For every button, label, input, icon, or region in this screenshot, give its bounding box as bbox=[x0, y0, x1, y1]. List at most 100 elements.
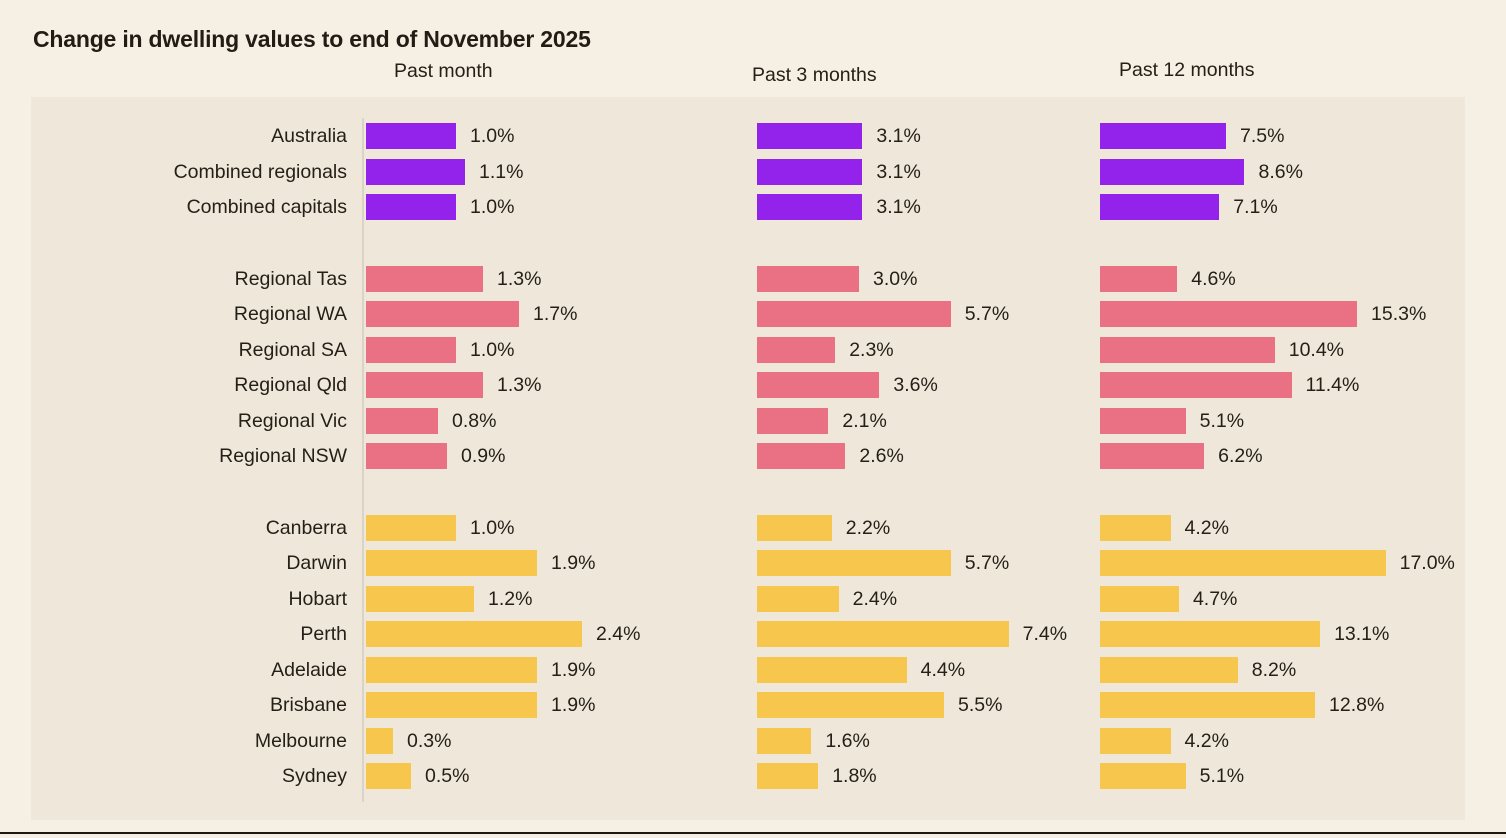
page-bottom-rule bbox=[0, 832, 1506, 834]
bar-past-12-months-darwin bbox=[1100, 550, 1386, 576]
value-label-past-3-months-combined-regionals: 3.1% bbox=[876, 160, 921, 183]
bar-past-month-regional-tas bbox=[366, 265, 483, 292]
value-label-past-month-regional-nsw: 0.9% bbox=[461, 445, 506, 467]
bar-past-3-months-regional-qld bbox=[757, 372, 880, 398]
value-label-past-month-regional-wa: 1.7% bbox=[533, 303, 578, 325]
bar-past-12-months-regional-wa bbox=[1100, 301, 1358, 327]
bar-past-month-darwin bbox=[366, 550, 537, 576]
value-label-past-3-months-combined-capitals: 3.1% bbox=[876, 196, 921, 218]
bar-past-3-months-regional-wa bbox=[757, 301, 951, 327]
value-label-past-12-months-regional-sa: 10.4% bbox=[1288, 338, 1345, 361]
category-label-regional-nsw: Regional NSW bbox=[219, 445, 347, 467]
bar-past-12-months-regional-vic bbox=[1100, 407, 1186, 434]
value-label-past-month-adelaide: 1.9% bbox=[551, 658, 596, 681]
bar-past-12-months-melbourne bbox=[1100, 727, 1171, 754]
value-label-past-12-months-canberra: 4.2% bbox=[1184, 516, 1229, 539]
bar-past-3-months-australia bbox=[757, 123, 863, 149]
value-label-past-3-months-regional-tas: 3.0% bbox=[873, 267, 918, 290]
bar-past-12-months-adelaide bbox=[1100, 656, 1238, 683]
bar-past-month-regional-sa bbox=[366, 336, 456, 363]
value-label-past-month-australia: 1.0% bbox=[470, 125, 515, 147]
bar-past-month-brisbane bbox=[366, 692, 537, 718]
value-label-past-3-months-regional-qld: 3.6% bbox=[893, 374, 938, 396]
bar-past-12-months-regional-tas bbox=[1100, 265, 1178, 292]
value-label-past-12-months-adelaide: 8.2% bbox=[1251, 658, 1297, 681]
bar-past-12-months-sydney bbox=[1100, 763, 1186, 789]
value-label-past-12-months-regional-nsw: 6.2% bbox=[1218, 445, 1263, 467]
value-label-past-12-months-melbourne: 4.2% bbox=[1184, 729, 1229, 752]
value-label-past-12-months-regional-tas: 4.6% bbox=[1191, 267, 1236, 290]
category-label-canberra: Canberra bbox=[265, 516, 347, 539]
bar-past-3-months-combined-capitals bbox=[757, 194, 863, 220]
bar-past-12-months-perth bbox=[1100, 621, 1321, 647]
value-label-past-month-melbourne: 0.3% bbox=[407, 729, 452, 752]
value-label-past-12-months-regional-vic: 5.1% bbox=[1199, 409, 1245, 432]
bar-past-3-months-hobart bbox=[757, 585, 839, 612]
value-label-past-12-months-combined-regionals: 8.6% bbox=[1258, 160, 1303, 183]
value-label-past-3-months-darwin: 5.7% bbox=[964, 552, 1010, 574]
bar-past-month-regional-qld bbox=[366, 372, 483, 398]
value-label-past-3-months-regional-wa: 5.7% bbox=[964, 303, 1010, 325]
bar-past-3-months-brisbane bbox=[757, 692, 944, 718]
value-label-past-month-regional-sa: 1.0% bbox=[470, 338, 515, 361]
value-label-past-3-months-adelaide: 4.4% bbox=[920, 658, 966, 681]
category-label-perth: Perth bbox=[300, 623, 347, 645]
bar-past-month-sydney bbox=[366, 763, 411, 789]
value-label-past-3-months-hobart: 2.4% bbox=[852, 587, 898, 610]
bar-past-3-months-adelaide bbox=[757, 656, 907, 683]
bar-past-3-months-sydney bbox=[757, 763, 819, 789]
bar-past-12-months-combined-capitals bbox=[1100, 194, 1220, 220]
column-header-past-3-months: Past 3 months bbox=[752, 64, 877, 86]
bar-past-3-months-regional-tas bbox=[757, 265, 859, 292]
bar-past-12-months-regional-qld bbox=[1100, 372, 1292, 398]
column-header-past-12-months: Past 12 months bbox=[1119, 59, 1255, 81]
bar-past-12-months-canberra bbox=[1100, 514, 1171, 541]
category-label-regional-qld: Regional Qld bbox=[234, 374, 347, 396]
bar-past-3-months-combined-regionals bbox=[757, 158, 863, 185]
category-label-sydney: Sydney bbox=[281, 765, 347, 787]
value-label-past-month-combined-regionals: 1.1% bbox=[479, 160, 524, 183]
bar-past-month-perth bbox=[366, 621, 582, 647]
bar-past-month-australia bbox=[366, 123, 456, 149]
value-label-past-month-perth: 2.4% bbox=[596, 623, 641, 645]
bar-past-month-adelaide bbox=[366, 656, 537, 683]
value-label-past-3-months-perth: 7.4% bbox=[1022, 623, 1068, 645]
category-label-regional-wa: Regional WA bbox=[233, 303, 347, 325]
value-label-past-12-months-australia: 7.5% bbox=[1240, 125, 1285, 147]
bar-past-month-melbourne bbox=[366, 727, 393, 754]
bar-past-12-months-regional-sa bbox=[1100, 336, 1275, 363]
value-label-past-3-months-melbourne: 1.6% bbox=[825, 729, 870, 752]
bar-past-12-months-regional-nsw bbox=[1100, 443, 1205, 469]
value-label-past-month-brisbane: 1.9% bbox=[551, 694, 596, 716]
value-label-past-month-darwin: 1.9% bbox=[551, 552, 596, 574]
value-label-past-month-hobart: 1.2% bbox=[488, 587, 533, 610]
bar-past-3-months-canberra bbox=[757, 514, 832, 541]
bar-past-3-months-regional-nsw bbox=[757, 443, 846, 469]
category-label-combined-regionals: Combined regionals bbox=[173, 160, 347, 183]
bar-past-12-months-australia bbox=[1100, 123, 1226, 149]
value-label-past-3-months-sydney: 1.8% bbox=[832, 765, 877, 787]
bar-past-12-months-brisbane bbox=[1100, 692, 1316, 718]
value-label-past-12-months-regional-wa: 15.3% bbox=[1371, 303, 1427, 325]
category-label-melbourne: Melbourne bbox=[254, 729, 347, 752]
value-label-past-12-months-darwin: 17.0% bbox=[1399, 552, 1455, 574]
category-label-regional-tas: Regional Tas bbox=[234, 267, 347, 290]
category-label-regional-sa: Regional SA bbox=[238, 338, 347, 361]
value-label-past-3-months-canberra: 2.2% bbox=[845, 516, 891, 539]
value-label-past-3-months-brisbane: 5.5% bbox=[958, 694, 1003, 716]
value-label-past-3-months-australia: 3.1% bbox=[876, 125, 921, 147]
bar-past-12-months-hobart bbox=[1100, 585, 1179, 612]
value-label-past-month-sydney: 0.5% bbox=[425, 765, 470, 787]
value-label-past-12-months-brisbane: 12.8% bbox=[1329, 694, 1385, 716]
category-label-brisbane: Brisbane bbox=[270, 694, 347, 716]
value-label-past-12-months-perth: 13.1% bbox=[1334, 623, 1390, 645]
value-label-past-12-months-regional-qld: 11.4% bbox=[1305, 374, 1360, 396]
bar-past-month-combined-capitals bbox=[366, 194, 456, 220]
value-label-past-month-canberra: 1.0% bbox=[470, 516, 515, 539]
value-label-past-3-months-regional-sa: 2.3% bbox=[849, 338, 894, 361]
value-label-past-12-months-sydney: 5.1% bbox=[1199, 765, 1245, 787]
category-label-hobart: Hobart bbox=[288, 587, 347, 610]
bar-past-month-hobart bbox=[366, 585, 474, 612]
value-label-past-12-months-hobart: 4.7% bbox=[1192, 587, 1238, 610]
